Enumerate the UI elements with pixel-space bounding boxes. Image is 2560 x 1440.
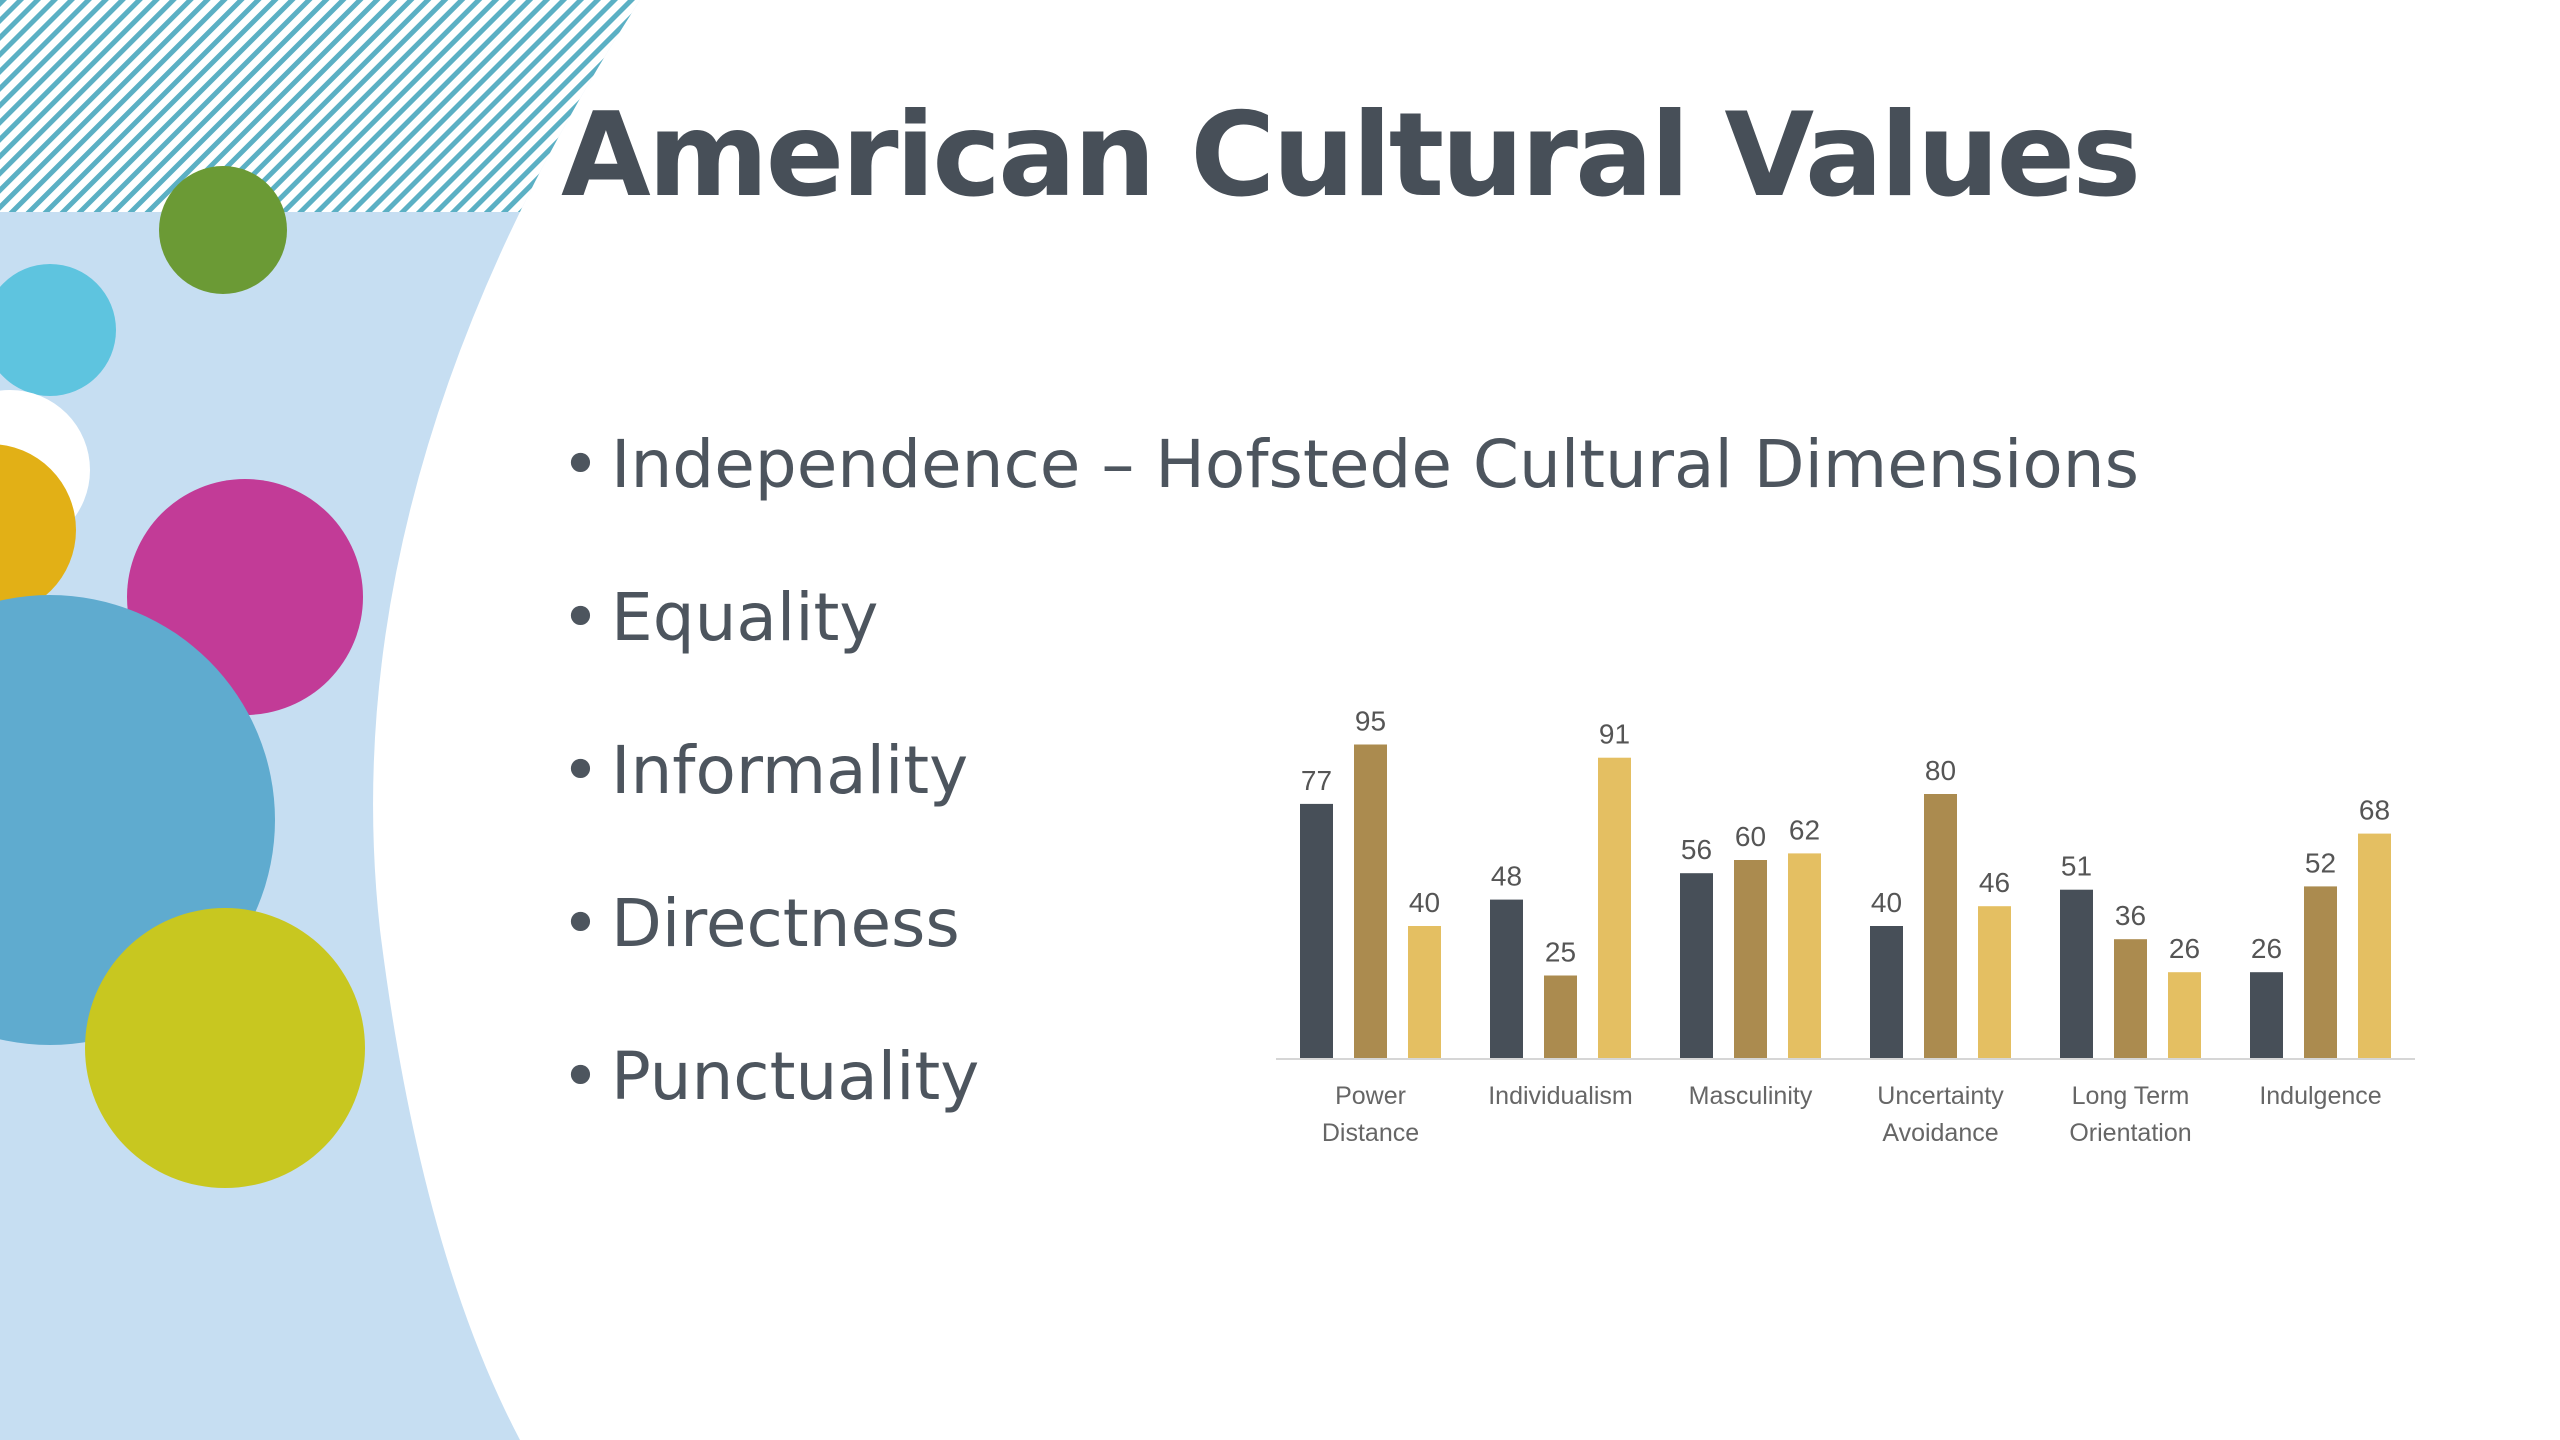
bar	[2060, 889, 2093, 1058]
bullet-text: Informality	[611, 732, 969, 809]
bar-value-label: 25	[1545, 937, 1576, 968]
bullet-item: • Directness	[561, 871, 2139, 1024]
cyan-circle	[0, 264, 116, 396]
bullet-text: Punctuality	[611, 1038, 980, 1115]
bar-value-label: 62	[1789, 814, 1820, 845]
bar-value-label: 68	[2359, 795, 2390, 826]
slide-title: American Cultural Values	[561, 88, 2141, 223]
bullet-list: • Independence – Hofstede Cultural Dimens…	[561, 412, 2139, 1177]
bar-value-label: 51	[2061, 851, 2092, 882]
bullet-dot: •	[561, 732, 600, 809]
bar	[1598, 757, 1631, 1058]
bullet-item: • Informality	[561, 718, 2139, 871]
bar	[1788, 853, 1821, 1058]
bar	[2304, 886, 2337, 1058]
bullet-text: Equality	[611, 579, 879, 656]
bar-value-label: 95	[1355, 706, 1386, 737]
bar	[1734, 860, 1767, 1058]
bar-value-label: 56	[1681, 834, 1712, 865]
bullet-item: • Equality	[561, 565, 2139, 718]
striped-pattern	[0, 0, 640, 212]
bar-value-label: 52	[2305, 847, 2336, 878]
bar	[1680, 873, 1713, 1058]
bullet-dot: •	[561, 1038, 600, 1115]
bullet-item: • Independence – Hofstede Cultural Dimens…	[561, 412, 2139, 565]
bullet-dot: •	[561, 426, 600, 503]
bar	[1300, 803, 1333, 1058]
bar	[1978, 906, 2011, 1058]
bar-value-label: 60	[1735, 821, 1766, 852]
bar	[1924, 794, 1957, 1058]
category-label: Indulgence	[2259, 1082, 2381, 1110]
category-label: Uncertainty	[1877, 1082, 2004, 1110]
bar-value-label: 26	[2169, 933, 2200, 964]
bar	[1354, 744, 1387, 1058]
green-dot	[159, 166, 287, 294]
bar-value-label: 77	[1301, 765, 1332, 796]
bar-value-label: 36	[2115, 900, 2146, 931]
bullet-text: Directness	[611, 885, 960, 962]
bar-value-label: 40	[1871, 887, 1902, 918]
bar-value-label: 80	[1925, 755, 1956, 786]
category-label: Individualism	[1488, 1082, 1633, 1110]
bar-value-label: 40	[1409, 887, 1440, 918]
bar-value-label: 48	[1491, 861, 1522, 892]
bullet-item: • Punctuality	[561, 1024, 2139, 1177]
bar	[2358, 833, 2391, 1058]
bar	[1490, 899, 1523, 1058]
bar	[1870, 926, 1903, 1058]
category-label: Orientation	[2069, 1119, 2191, 1147]
bar-value-label: 26	[2251, 933, 2282, 964]
category-label: Masculinity	[1689, 1082, 1813, 1110]
bar-value-label: 91	[1599, 719, 1630, 750]
bar	[2168, 972, 2201, 1058]
bar-value-label: 46	[1979, 867, 2010, 898]
bullet-dot: •	[561, 579, 600, 656]
bar	[2114, 939, 2147, 1058]
hofstede-bar-chart: 77 95 40 Power Distance 48 25 91 Individualism 56…	[1276, 706, 2415, 1147]
bar	[2250, 972, 2283, 1058]
lime-circle	[85, 908, 365, 1188]
bar	[1408, 926, 1441, 1058]
category-label: Long Term	[2072, 1082, 2190, 1110]
category-label: Power	[1335, 1082, 1406, 1110]
category-label: Avoidance	[1882, 1119, 1998, 1147]
category-label: Distance	[1322, 1119, 1419, 1147]
bullet-text: Independence – Hofstede Cultural Dimensi…	[611, 426, 2139, 503]
gold-circle	[0, 444, 76, 616]
bar	[1544, 975, 1577, 1058]
bullet-dot: •	[561, 885, 600, 962]
